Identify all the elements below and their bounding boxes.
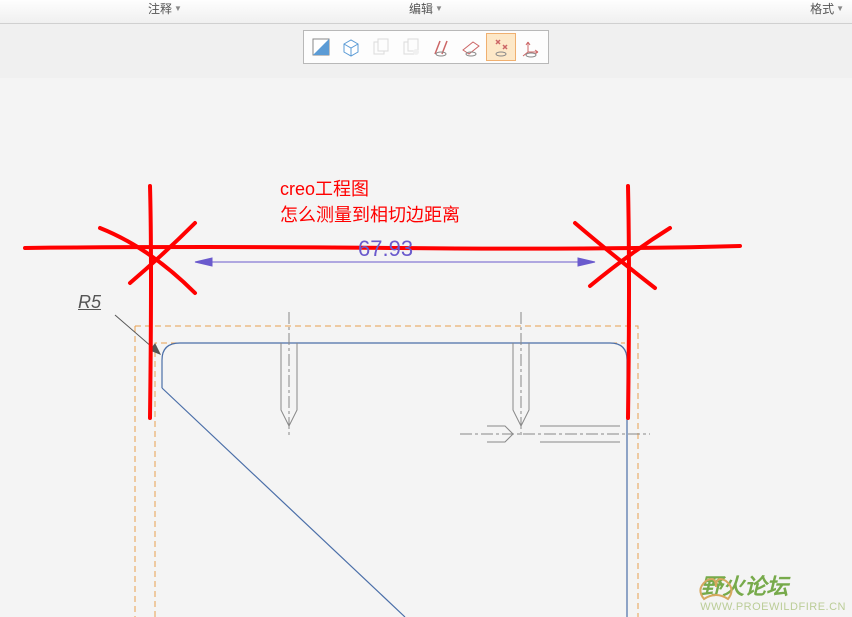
radius-label: R5	[78, 292, 101, 313]
axis-icon[interactable]	[426, 33, 456, 61]
dropdown-icon: ▼	[435, 4, 443, 13]
annotation-line1: creo工程图	[280, 176, 460, 202]
drawing-svg	[0, 78, 852, 617]
annotation-text: creo工程图 怎么测量到相切边距离	[280, 176, 460, 228]
plane-icon[interactable]	[306, 33, 336, 61]
watermark: 野火论坛 WWW.PROEWILDFIRE.CN	[694, 569, 846, 613]
dropdown-icon: ▼	[836, 4, 844, 13]
toolbar-container	[0, 24, 852, 78]
cube-icon[interactable]	[336, 33, 366, 61]
drawing-canvas: creo工程图 怎么测量到相切边距离 67.93 R5 野火论坛 WWW.PRO…	[0, 78, 852, 617]
csys-icon[interactable]	[516, 33, 546, 61]
menu-edit-label: 编辑	[409, 0, 433, 17]
menu-edit[interactable]: 编辑▼	[401, 0, 451, 17]
dropdown-icon: ▼	[174, 4, 182, 13]
dimension-value: 67.93	[358, 236, 413, 262]
annotation-line2: 怎么测量到相切边距离	[280, 202, 460, 228]
menu-format[interactable]: 格式▼	[802, 0, 852, 17]
point-icon[interactable]	[486, 33, 516, 61]
menubar: 注释▼ 编辑▼ 格式▼	[0, 0, 852, 24]
toolbar	[303, 30, 549, 64]
menu-format-label: 格式	[810, 0, 834, 17]
menu-annotate[interactable]: 注释▼	[140, 0, 190, 17]
menu-annotate-label: 注释	[148, 0, 172, 17]
surface-icon[interactable]	[456, 33, 486, 61]
copy2-icon	[396, 33, 426, 61]
copy1-icon	[366, 33, 396, 61]
